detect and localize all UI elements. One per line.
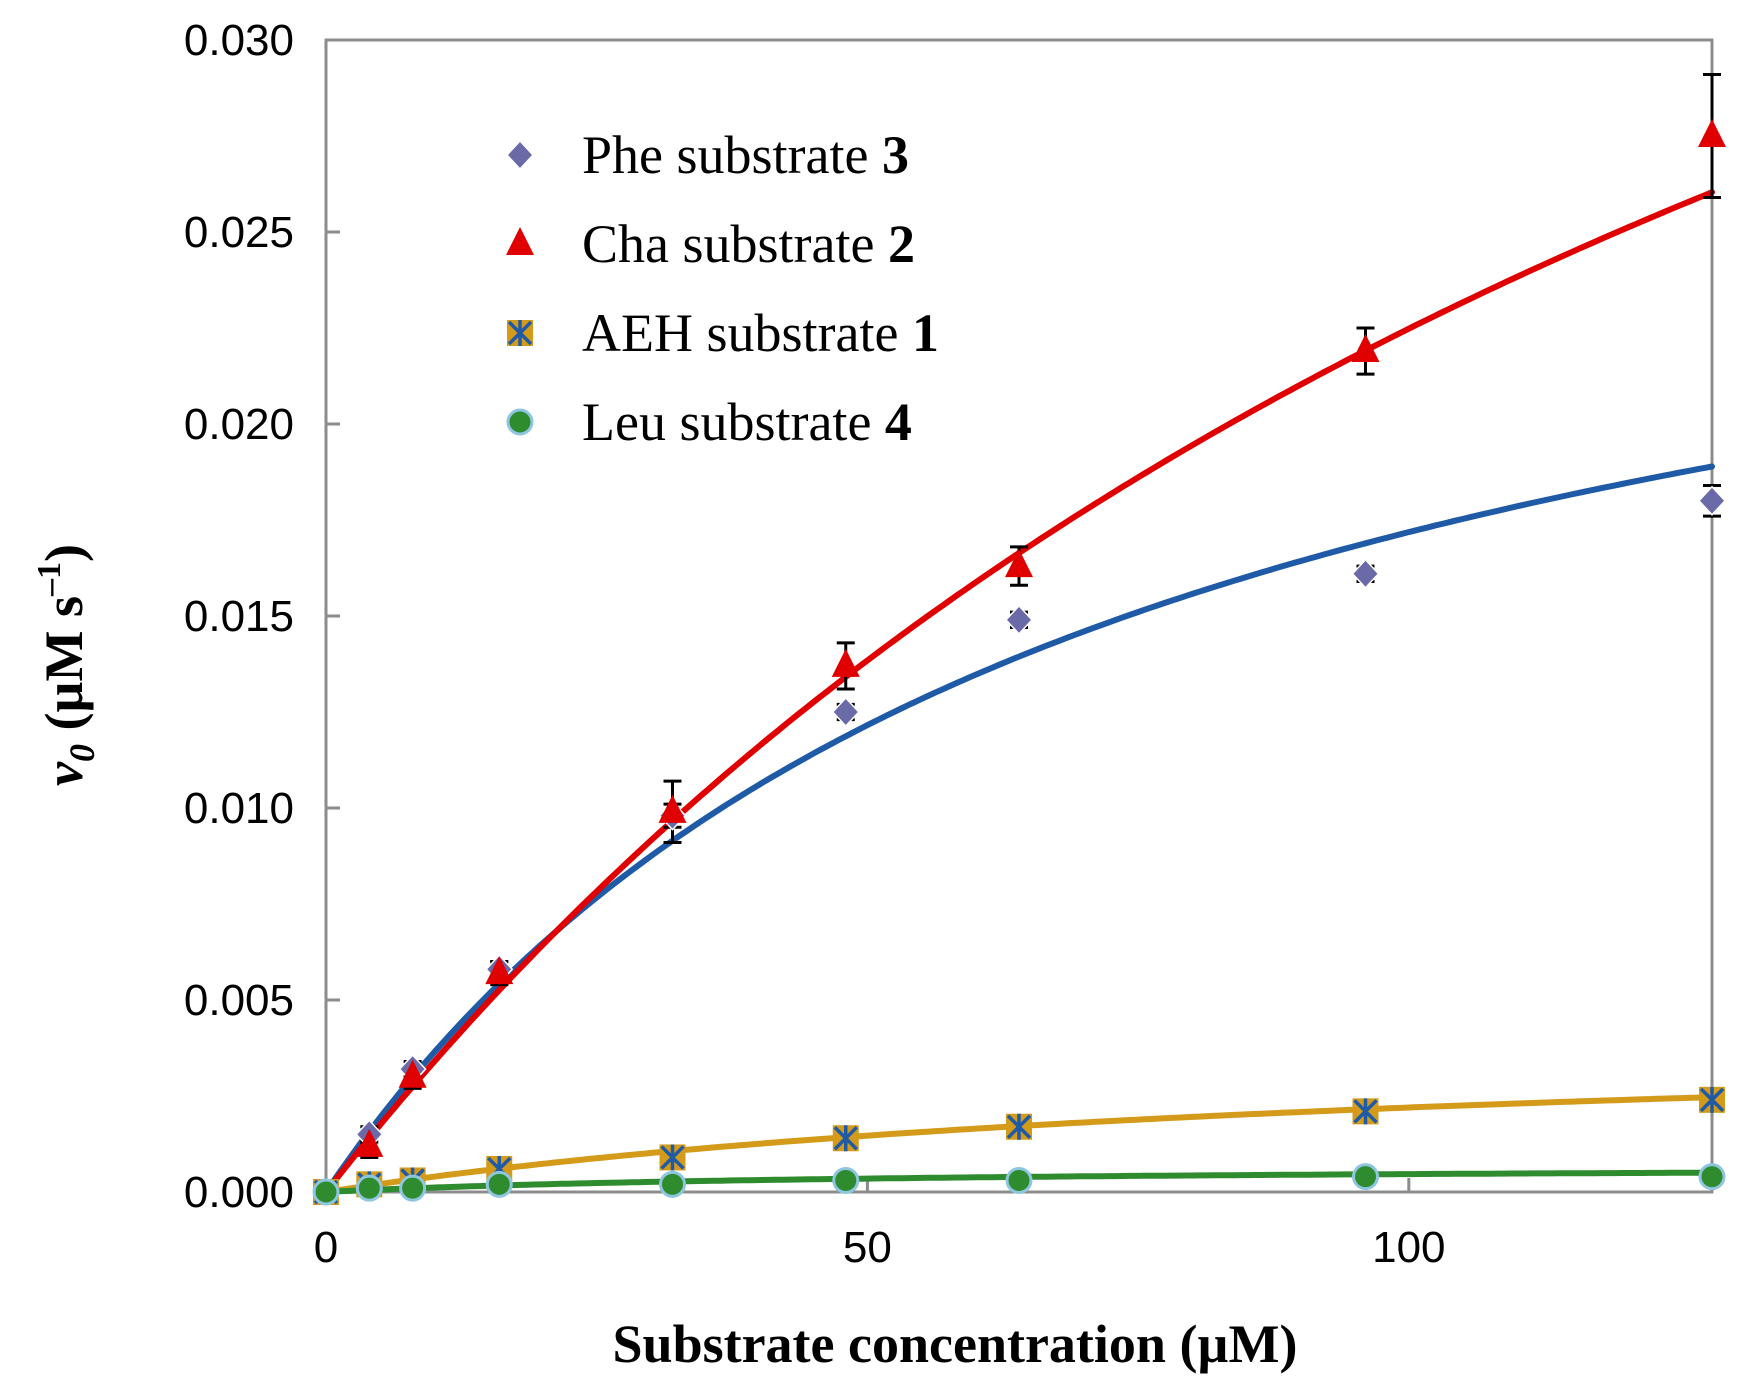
legend: Phe substrate 3 Cha substrate 2 AEH substr… xyxy=(505,125,939,452)
x-tick-label: 0 xyxy=(314,1223,338,1272)
data-points xyxy=(312,119,1727,1206)
y-label-unit: (µM s xyxy=(34,596,94,744)
data-point-leu xyxy=(355,1174,383,1202)
data-point-leu xyxy=(399,1174,427,1202)
data-point-aeh xyxy=(832,1125,859,1152)
data-point-leu xyxy=(832,1166,860,1194)
y-tick-label: 0.000 xyxy=(184,1168,294,1217)
y-tick-label: 0.015 xyxy=(184,592,294,641)
legend-label-cha: Cha substrate 2 xyxy=(582,214,915,274)
y-axis: 0.000 0.005 0.010 0.015 0.020 0.025 0.030 xyxy=(184,16,340,1217)
x-axis-title: Substrate concentration (µM) xyxy=(613,1314,1298,1374)
x-tick-label: 50 xyxy=(843,1223,892,1272)
data-point-cha xyxy=(831,648,860,677)
data-point-cha xyxy=(485,956,514,985)
x-tick-label: 100 xyxy=(1372,1223,1445,1272)
data-point-leu xyxy=(1005,1166,1033,1194)
data-point-leu xyxy=(659,1170,686,1198)
y-tick-label: 0.005 xyxy=(184,976,294,1025)
data-point-cha xyxy=(1005,549,1033,578)
data-point-aeh xyxy=(1006,1113,1032,1140)
data-point-phe xyxy=(1697,485,1727,516)
data-point-aeh xyxy=(1699,1086,1725,1113)
data-point-cha xyxy=(398,1059,427,1088)
marker-star xyxy=(833,1125,858,1152)
legend-number: 4 xyxy=(885,392,912,452)
data-point-cha xyxy=(355,1128,384,1157)
data-point-cha xyxy=(1351,334,1380,363)
legend-label-leu: Leu substrate 4 xyxy=(582,392,912,452)
legend-number: 3 xyxy=(882,125,909,185)
y-tick-label: 0.020 xyxy=(184,400,294,449)
data-point-cha xyxy=(1698,119,1726,147)
legend-name: Cha substrate xyxy=(582,214,888,274)
data-point-leu xyxy=(1352,1163,1379,1191)
data-point-phe xyxy=(1351,558,1380,589)
y-label-sub: 0 xyxy=(62,744,102,762)
y-axis-title-text: v0 (µM s–1) xyxy=(31,544,102,786)
data-point-leu xyxy=(312,1178,340,1206)
data-point-leu xyxy=(1698,1163,1726,1191)
y-tick-label: 0.010 xyxy=(184,784,294,833)
legend-label-aeh: AEH substrate 1 xyxy=(582,303,939,363)
legend-name: Phe substrate xyxy=(582,125,882,185)
y-axis-title: v0 (µM s–1) xyxy=(31,544,102,786)
marker-star xyxy=(660,1144,685,1171)
data-point-aeh xyxy=(1352,1098,1379,1125)
legend-marker-aeh xyxy=(507,320,533,346)
data-point-aeh xyxy=(659,1144,686,1171)
legend-marker-cha xyxy=(506,227,534,255)
y-label-v: v xyxy=(34,761,94,786)
y-label-exp: –1 xyxy=(31,562,68,597)
data-point-phe xyxy=(831,696,860,728)
x-axis: 0 50 100 xyxy=(314,1178,1446,1272)
y-tick-label: 0.030 xyxy=(184,16,294,65)
marker-star xyxy=(507,320,533,346)
legend-label-phe: Phe substrate 3 xyxy=(582,125,909,185)
data-point-cha xyxy=(658,794,687,823)
marker-star xyxy=(1006,1113,1032,1140)
legend-number: 1 xyxy=(912,303,939,363)
data-point-leu xyxy=(485,1170,513,1198)
marker-star xyxy=(1353,1098,1378,1125)
legend-number: 2 xyxy=(888,214,915,274)
legend-name: Leu substrate xyxy=(582,392,885,452)
marker-star xyxy=(1699,1086,1725,1113)
y-tick-label: 0.025 xyxy=(184,208,294,257)
legend-marker-leu xyxy=(506,408,534,436)
y-label-close: ) xyxy=(34,544,94,562)
legend-marker-phe xyxy=(505,139,535,171)
data-point-phe xyxy=(1004,604,1034,635)
legend-name: AEH substrate xyxy=(582,303,912,363)
